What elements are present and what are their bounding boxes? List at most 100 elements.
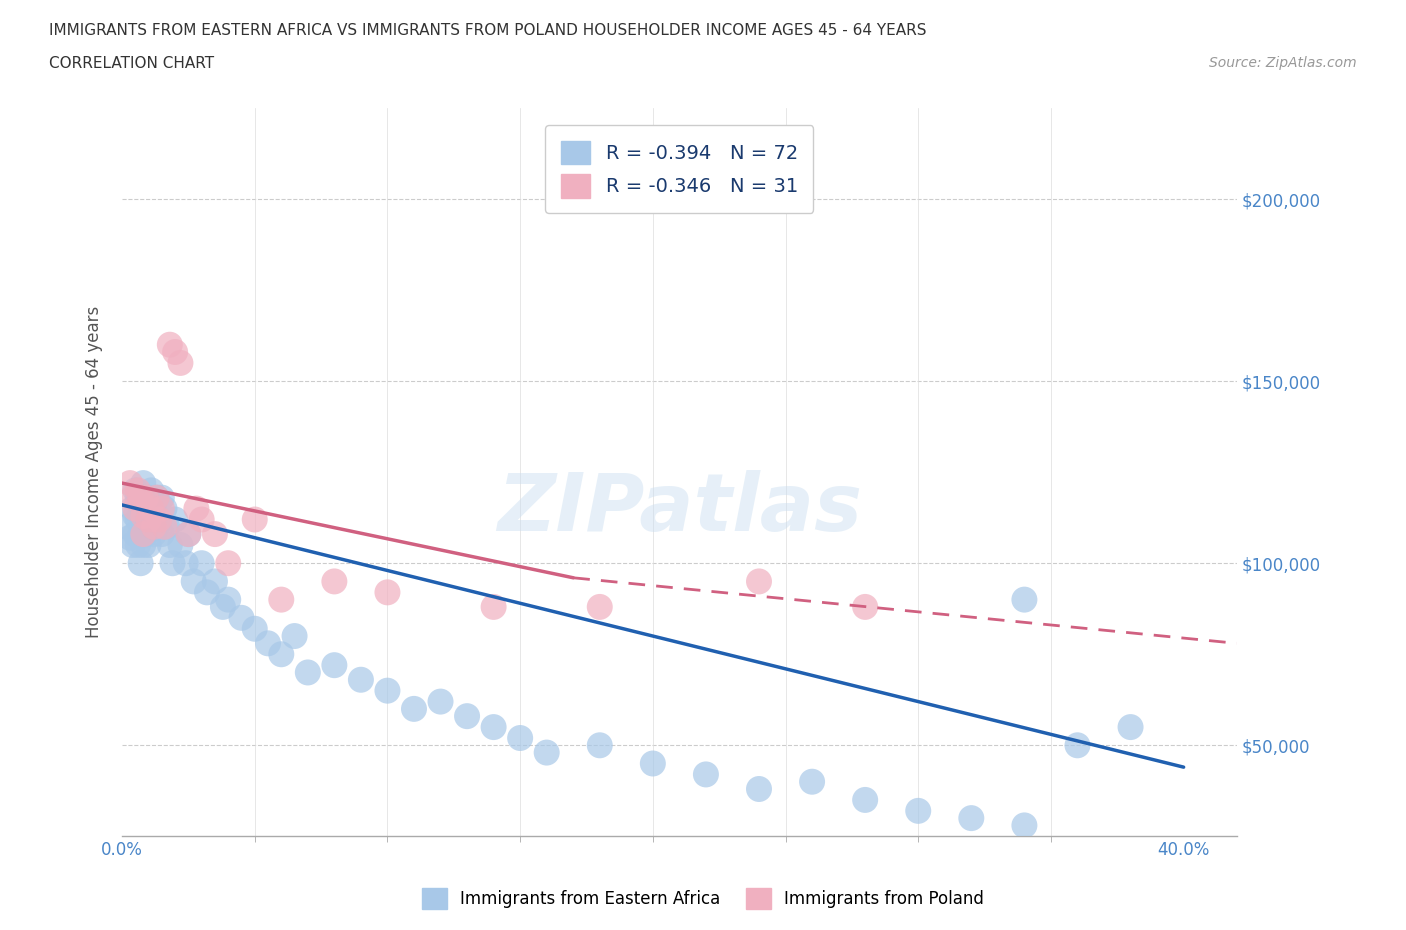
Point (748, 781, 770, 796)
Point (169, 355, 191, 370)
Point (174, 556, 197, 571)
Point (482, 600, 505, 615)
Point (243, 621, 266, 636)
Point (127, 490, 149, 505)
Point (231, 610, 253, 625)
Point (190, 556, 212, 571)
Point (127, 512, 149, 527)
Point (124, 501, 146, 516)
Point (145, 490, 167, 505)
Point (121, 501, 143, 516)
Point (204, 526, 226, 541)
Point (217, 556, 239, 571)
Point (124, 509, 146, 524)
Point (257, 636, 280, 651)
Point (350, 672, 373, 687)
Point (1014, 818, 1036, 833)
Point (183, 574, 205, 589)
Point (148, 512, 170, 527)
Point (142, 519, 165, 534)
Point (141, 501, 163, 516)
Point (129, 556, 152, 571)
Point (145, 490, 167, 505)
Point (1014, 592, 1036, 607)
Point (177, 526, 200, 541)
Point (129, 490, 152, 505)
Point (536, 745, 558, 760)
Point (132, 490, 155, 505)
Text: ZIPatlas: ZIPatlas (496, 470, 862, 548)
Point (150, 526, 173, 541)
Point (907, 804, 929, 818)
Point (589, 737, 612, 752)
Point (402, 701, 425, 716)
Y-axis label: Householder Income Ages 45 - 64 years: Householder Income Ages 45 - 64 years (86, 306, 103, 638)
Text: Source: ZipAtlas.com: Source: ZipAtlas.com (1209, 56, 1357, 70)
Point (150, 490, 173, 505)
Point (121, 490, 143, 505)
Point (132, 475, 155, 490)
Point (853, 792, 876, 807)
Text: IMMIGRANTS FROM EASTERN AFRICA VS IMMIGRANTS FROM POLAND HOUSEHOLDER INCOME AGES: IMMIGRANTS FROM EASTERN AFRICA VS IMMIGR… (49, 23, 927, 38)
Point (118, 475, 141, 490)
Legend: R = -0.394   N = 72, R = -0.346   N = 31: R = -0.394 N = 72, R = -0.346 N = 31 (546, 125, 814, 213)
Point (801, 775, 824, 790)
Point (153, 519, 176, 534)
Point (138, 512, 160, 527)
Point (297, 665, 319, 680)
Point (1066, 737, 1088, 752)
Point (162, 556, 184, 571)
Point (159, 338, 181, 352)
Point (270, 592, 292, 607)
Point (153, 501, 176, 516)
Point (156, 519, 179, 534)
Point (138, 512, 160, 527)
Point (127, 483, 149, 498)
Point (589, 600, 612, 615)
Point (135, 501, 157, 516)
Point (482, 720, 505, 735)
Point (132, 509, 155, 524)
Point (124, 483, 146, 498)
Point (127, 538, 149, 552)
Point (142, 501, 165, 516)
Point (159, 538, 181, 552)
Point (190, 512, 212, 527)
Point (212, 600, 235, 615)
Point (323, 658, 346, 672)
Point (509, 731, 531, 746)
Point (695, 767, 717, 782)
Point (377, 684, 399, 698)
Point (377, 585, 399, 600)
Point (960, 811, 983, 826)
Point (169, 538, 191, 552)
Point (124, 526, 146, 541)
Point (186, 501, 208, 516)
Point (142, 526, 165, 541)
Point (641, 756, 664, 771)
Point (853, 600, 876, 615)
Point (1119, 720, 1142, 735)
Point (138, 538, 160, 552)
Point (135, 490, 157, 505)
Point (132, 526, 155, 541)
Point (323, 574, 346, 589)
Point (129, 501, 152, 516)
Point (177, 526, 200, 541)
Text: CORRELATION CHART: CORRELATION CHART (49, 56, 214, 71)
Legend: Immigrants from Eastern Africa, Immigrants from Poland: Immigrants from Eastern Africa, Immigran… (413, 880, 993, 917)
Point (748, 574, 770, 589)
Point (165, 512, 187, 527)
Point (141, 509, 163, 524)
Point (204, 574, 226, 589)
Point (132, 512, 155, 527)
Point (243, 512, 266, 527)
Point (429, 694, 451, 709)
Point (148, 512, 170, 527)
Point (165, 344, 187, 359)
Point (138, 490, 160, 505)
Point (195, 585, 218, 600)
Point (145, 519, 167, 534)
Point (217, 592, 239, 607)
Point (284, 629, 307, 644)
